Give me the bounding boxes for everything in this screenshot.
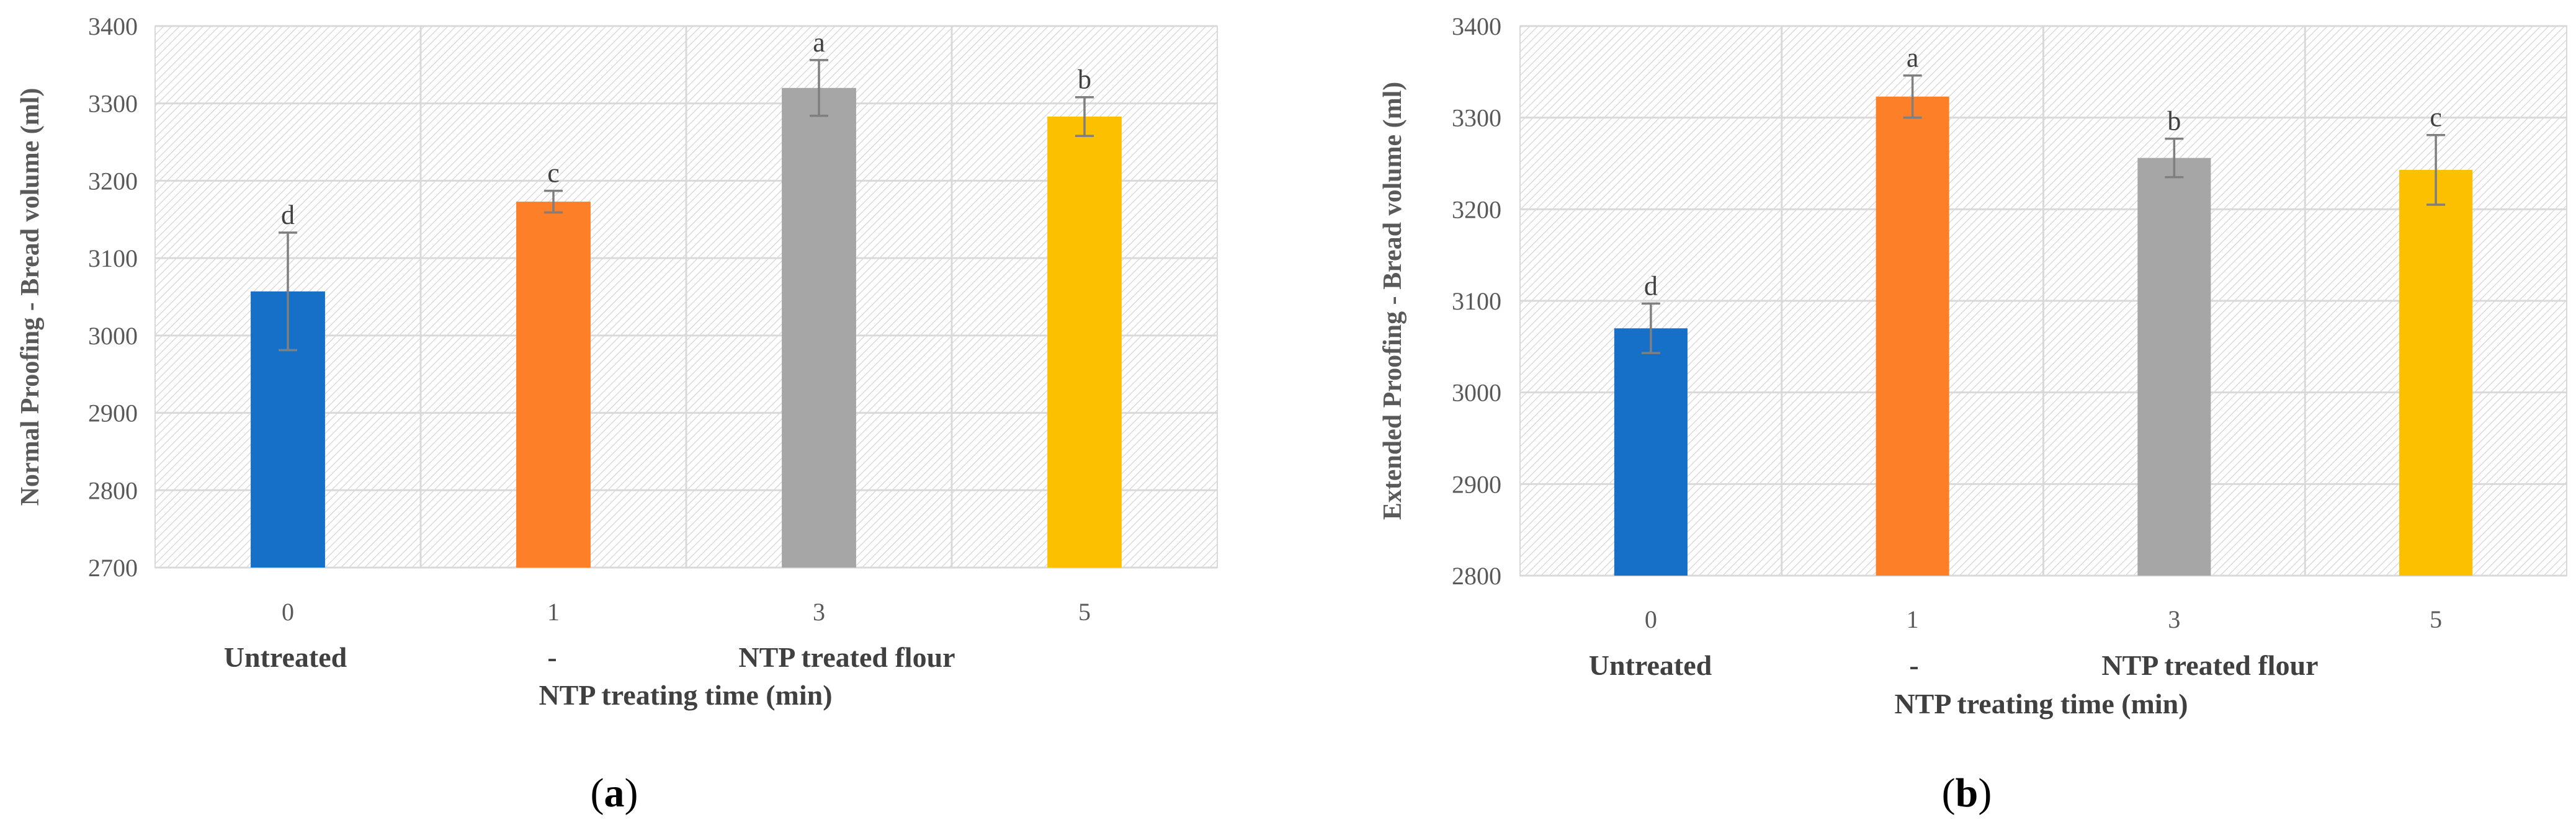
x-tick-label: 0 xyxy=(1645,605,1657,633)
y-tick-label: 3000 xyxy=(1452,379,1501,407)
y-tick-label: 2800 xyxy=(88,476,138,504)
group-label: - xyxy=(1909,649,1918,681)
significance-letter: b xyxy=(2167,106,2181,136)
group-label: NTP treated flour xyxy=(738,641,955,673)
y-tick-label: 3100 xyxy=(88,244,138,272)
y-tick-label: 3100 xyxy=(1452,287,1501,315)
significance-letter: b xyxy=(1078,65,1091,95)
group-label: NTP treated flour xyxy=(2101,649,2318,681)
y-tick-label: 2900 xyxy=(1452,470,1501,498)
x-tick-label: 3 xyxy=(813,598,825,626)
x-tick-label: 3 xyxy=(2168,605,2180,633)
y-tick-label: 2700 xyxy=(88,554,138,582)
x-tick-label: 1 xyxy=(1907,605,1919,633)
x-tick-label: 5 xyxy=(2430,605,2442,633)
bar-0 xyxy=(1614,328,1688,576)
y-tick-label: 2900 xyxy=(88,399,138,427)
bar-3 xyxy=(782,87,856,568)
x-axis-title: NTP treating time (min) xyxy=(1894,688,2188,720)
group-label: - xyxy=(547,641,557,673)
bar-1 xyxy=(516,202,591,568)
y-axis-title: Extended Proofing - Bread volume (ml) xyxy=(1379,82,1407,520)
significance-letter: a xyxy=(813,27,825,58)
y-tick-label: 3300 xyxy=(88,90,138,118)
significance-letter: c xyxy=(547,158,560,189)
significance-letter: a xyxy=(1907,43,1919,73)
x-axis-title: NTP treating time (min) xyxy=(539,679,832,711)
y-axis-title: Normal Proofing - Bread volume (ml) xyxy=(16,88,45,506)
chart-a: 2700 2800 2900 3000 3100 3200 3300 3400 d 0 c 1 a 3 b 5… xyxy=(16,12,1218,816)
bar-1 xyxy=(1876,96,1949,576)
bar-5 xyxy=(2399,169,2473,576)
y-tick-label: 2800 xyxy=(1452,562,1501,590)
panel-label: (b) xyxy=(1942,770,1992,816)
panel-label: (a) xyxy=(591,770,638,816)
x-tick-label: 0 xyxy=(282,598,294,626)
y-tick-label: 3000 xyxy=(88,322,138,350)
y-tick-label: 3400 xyxy=(88,12,138,40)
x-tick-label: 5 xyxy=(1078,598,1091,626)
y-tick-label: 3300 xyxy=(1452,104,1501,132)
y-tick-label: 3200 xyxy=(1452,195,1501,223)
significance-letter: d xyxy=(1644,270,1658,301)
significance-letter: c xyxy=(2430,102,2442,133)
chart-b: 2800 2900 3000 3100 3200 3300 3400 d 0 a 1 b 3 c 5 Untr… xyxy=(1379,12,2567,816)
y-tick-label: 3200 xyxy=(88,167,138,195)
significance-letter: d xyxy=(281,200,295,230)
x-tick-label: 1 xyxy=(547,598,560,626)
y-tick-label: 3400 xyxy=(1452,12,1501,40)
group-label: Untreated xyxy=(224,641,347,673)
bar-5 xyxy=(1047,116,1122,568)
bar-3 xyxy=(2137,158,2211,576)
group-label: Untreated xyxy=(1589,649,1712,681)
